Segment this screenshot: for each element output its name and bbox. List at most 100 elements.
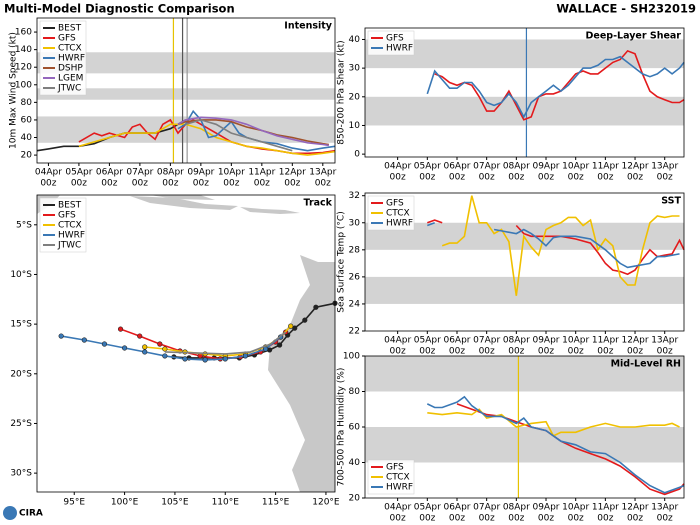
track-point: [182, 356, 188, 362]
y-axis-label: 700-500 hPa Humidity (%): [337, 368, 347, 487]
band: [365, 427, 684, 463]
x-tick-time: 00z: [419, 173, 435, 183]
x-tick-time: 00z: [627, 347, 643, 357]
track-point: [288, 323, 294, 329]
legend-label: HWRF: [386, 219, 413, 229]
x-tick-label: 05Apr: [65, 168, 92, 178]
y-tick-label: 60: [21, 115, 33, 125]
legend-label: HWRF: [58, 231, 85, 241]
y-tick-label: 100: [15, 80, 32, 90]
x-tick-time: 00z: [101, 179, 117, 189]
page-title: Multi-Model Diagnostic Comparison: [4, 2, 235, 16]
legend-label: HWRF: [386, 44, 413, 54]
x-tick-time: 00z: [419, 514, 435, 524]
x-tick-time: 00z: [132, 179, 148, 189]
track-point: [277, 342, 283, 348]
x-tick-time: 00z: [568, 514, 584, 524]
legend-label: BEST: [58, 24, 82, 34]
x-tick-time: 00z: [193, 179, 209, 189]
land-java: [130, 196, 238, 210]
logo: CIRA: [3, 506, 43, 520]
panel-title: Track: [304, 198, 333, 209]
plot-frame: [364, 355, 685, 499]
y-tick-label: 40: [349, 35, 361, 45]
panel-title: SST: [661, 196, 681, 207]
x-tick-time: 00z: [657, 347, 673, 357]
y-tick-label: 140: [15, 45, 32, 55]
x-tick-time: 00z: [627, 514, 643, 524]
band: [365, 356, 684, 392]
y-tick-label: 30: [349, 218, 361, 228]
track-point: [162, 353, 168, 359]
track-point: [302, 317, 308, 323]
x-tick-label: 10Apr: [562, 503, 589, 513]
panel: 95°E 100°E 105°E 110°E 115°E 120°E 5°S 10°S 15°S…: [10, 194, 340, 508]
x-tick-time: 00z: [538, 514, 554, 524]
x-tick-label: 12Apr: [622, 336, 649, 346]
y-tick-label: 24: [349, 299, 361, 309]
x-tick-label: 08Apr: [503, 503, 530, 513]
x-tick-time: 00z: [479, 347, 495, 357]
series-line: [441, 195, 680, 296]
x-tick-time: 00z: [390, 173, 406, 183]
logo-mark: [3, 506, 17, 520]
x-tick-label: 13Apr: [651, 336, 678, 346]
x-tick-label: 11Apr: [592, 336, 619, 346]
x-tick-label: 07Apr: [126, 168, 153, 178]
y-tick-label: 10°S: [10, 270, 32, 280]
x-tick-label: 08Apr: [503, 336, 530, 346]
y-tick-label: 20: [349, 92, 361, 102]
x-tick-label: 10Apr: [218, 168, 245, 178]
logo-text: CIRA: [19, 509, 43, 519]
track-point: [162, 346, 168, 352]
legend-label: HWRF: [58, 54, 85, 64]
panel: 04Apr00z05Apr00z06Apr00z07Apr00z08Apr00z…: [337, 27, 685, 183]
x-tick-time: 00z: [508, 173, 524, 183]
y-tick-label: 22: [349, 327, 360, 337]
x-tick-label: 10Apr: [562, 162, 589, 172]
y-tick-label: 25°S: [10, 419, 32, 429]
y-tick-label: 26: [349, 272, 361, 282]
x-tick-time: 00z: [223, 179, 239, 189]
y-tick-label: 20°S: [10, 369, 32, 379]
x-tick-label: 08Apr: [503, 162, 530, 172]
x-tick-time: 00z: [449, 173, 465, 183]
x-tick-label: 12Apr: [279, 168, 306, 178]
series-line: [185, 119, 293, 152]
track-point: [137, 333, 143, 339]
track-point: [313, 304, 319, 310]
x-tick-label: 07Apr: [473, 503, 500, 513]
legend-label: LGEM: [58, 74, 83, 84]
plot-frame: [36, 17, 336, 164]
panel: 04Apr00z05Apr00z06Apr00z07Apr00z08Apr00z…: [9, 17, 337, 189]
y-tick-label: 20: [349, 494, 361, 504]
track-point: [117, 326, 124, 332]
x-tick-label: 09Apr: [187, 168, 214, 178]
series-line: [177, 116, 330, 147]
y-tick-label: 60: [349, 423, 361, 433]
land-islands: [240, 207, 300, 214]
legend-label: JTWC: [57, 241, 81, 251]
x-tick-time: 00z: [390, 347, 406, 357]
y-tick-label: 5°S: [16, 220, 32, 230]
x-tick-label: 07Apr: [473, 162, 500, 172]
legend-label: GFS: [58, 34, 76, 44]
legend-label: CTCX: [386, 473, 410, 483]
x-tick-time: 00z: [71, 179, 87, 189]
series-line: [427, 222, 680, 269]
band: [37, 52, 335, 74]
x-tick-label: 06Apr: [96, 168, 123, 178]
x-tick-label: 07Apr: [473, 336, 500, 346]
x-tick-time: 00z: [479, 514, 495, 524]
panel-title: Mid-Level RH: [611, 359, 681, 370]
x-tick-label: 06Apr: [443, 503, 470, 513]
band: [37, 88, 335, 100]
track-point: [142, 349, 148, 355]
x-tick-label: 05Apr: [414, 503, 441, 513]
legend-label: JTWC: [57, 84, 81, 94]
legend-label: GFS: [386, 34, 404, 44]
